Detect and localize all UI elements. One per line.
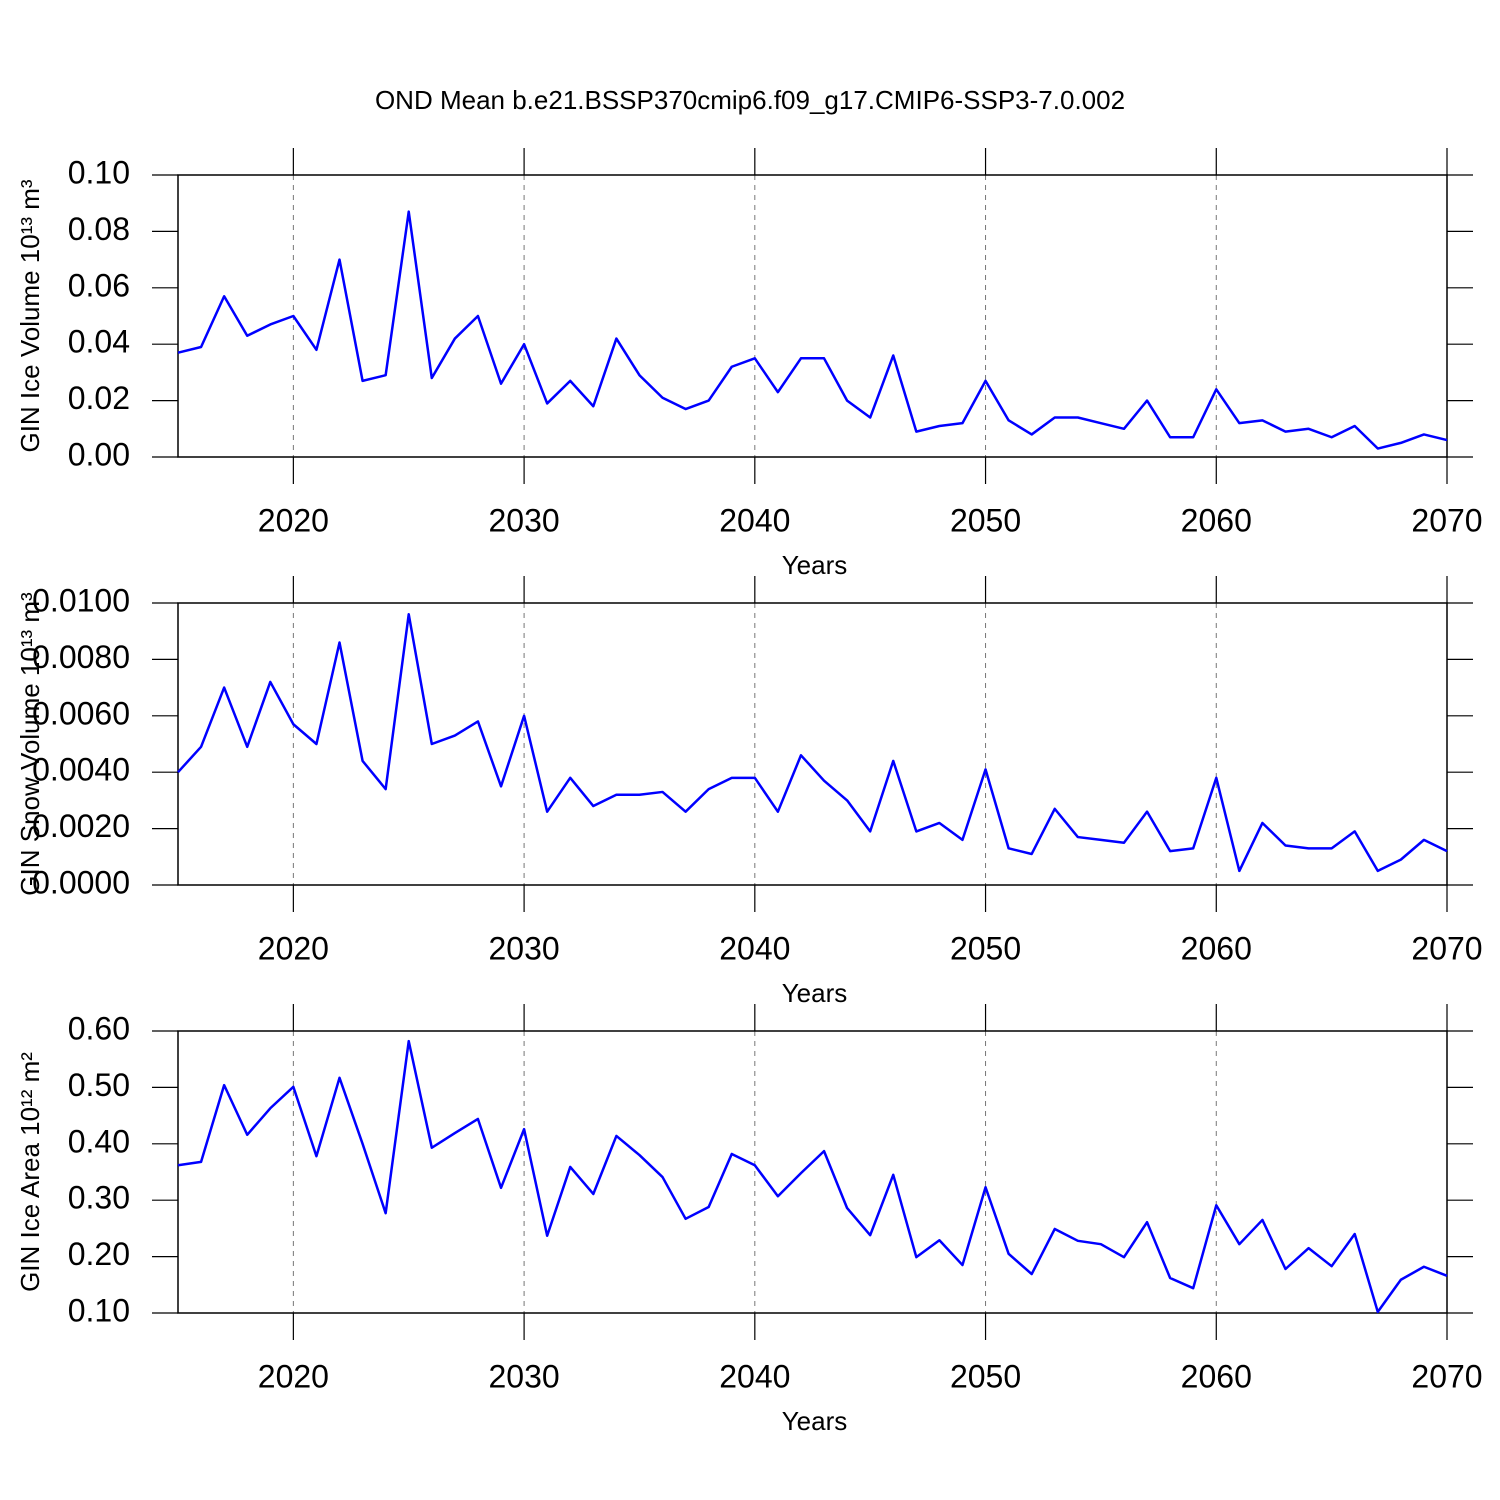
x-tick-label: 2040 (719, 1358, 790, 1394)
y-tick-label: 0.0060 (32, 695, 130, 731)
y-tick-label: 0.40 (68, 1123, 130, 1159)
x-tick-label: 2020 (258, 502, 329, 538)
x-tick-label: 2070 (1411, 502, 1482, 538)
y-axis-label: GIN Ice Volume 10¹³ m³ (15, 179, 45, 452)
x-tick-label: 2060 (1181, 930, 1252, 966)
x-tick-label: 2050 (950, 502, 1021, 538)
y-tick-label: 0.0020 (32, 808, 130, 844)
y-axis-label: GIN Ice Area 10¹² m² (15, 1052, 45, 1292)
y-tick-label: 0.08 (68, 211, 130, 247)
data-line (177, 613, 1448, 873)
figure-title: OND Mean b.e21.BSSP370cmip6.f09_g17.CMIP… (375, 85, 1125, 115)
y-tick-label: 0.10 (68, 1292, 130, 1328)
x-tick-label: 2030 (488, 1358, 559, 1394)
x-axis-label: Years (782, 550, 848, 580)
x-tick-label: 2050 (950, 1358, 1021, 1394)
plot-frame (177, 602, 1448, 886)
x-tick-label: 2050 (950, 930, 1021, 966)
x-axis-label: Years (782, 978, 848, 1008)
y-tick-label: 0.10 (68, 154, 130, 190)
x-tick-label: 2040 (719, 502, 790, 538)
y-tick-label: 0.50 (68, 1067, 130, 1103)
y-axis-label: GIN Snow Volume 10¹³ m³ (15, 592, 45, 896)
x-tick-label: 2070 (1411, 930, 1482, 966)
x-axis-label: Years (782, 1406, 848, 1436)
y-tick-label: 0.0040 (32, 752, 130, 788)
x-tick-label: 2070 (1411, 1358, 1482, 1394)
x-tick-label: 2060 (1181, 1358, 1252, 1394)
y-tick-label: 0.20 (68, 1236, 130, 1272)
y-tick-label: 0.30 (68, 1180, 130, 1216)
y-tick-label: 0.06 (68, 267, 130, 303)
data-line (177, 1039, 1448, 1314)
x-tick-label: 2040 (719, 930, 790, 966)
x-tick-label: 2030 (488, 502, 559, 538)
y-tick-label: 0.00 (68, 436, 130, 472)
y-tick-label: 0.0080 (32, 639, 130, 675)
x-tick-label: 2020 (258, 1358, 329, 1394)
data-line (177, 210, 1448, 450)
y-tick-label: 0.60 (68, 1010, 130, 1046)
plot-frame (177, 1030, 1448, 1314)
plot-frame (177, 174, 1448, 458)
y-tick-label: 0.02 (68, 380, 130, 416)
x-tick-label: 2020 (258, 930, 329, 966)
y-tick-label: 0.0100 (32, 582, 130, 618)
x-tick-label: 2030 (488, 930, 559, 966)
x-tick-label: 2060 (1181, 502, 1252, 538)
y-tick-label: 0.0000 (32, 864, 130, 900)
y-tick-label: 0.04 (68, 324, 130, 360)
